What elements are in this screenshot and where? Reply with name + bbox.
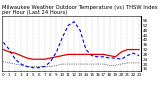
Text: Milwaukee Weather Outdoor Temperature (vs) THSW Index per Hour (Last 24 Hours): Milwaukee Weather Outdoor Temperature (v… (2, 5, 157, 15)
